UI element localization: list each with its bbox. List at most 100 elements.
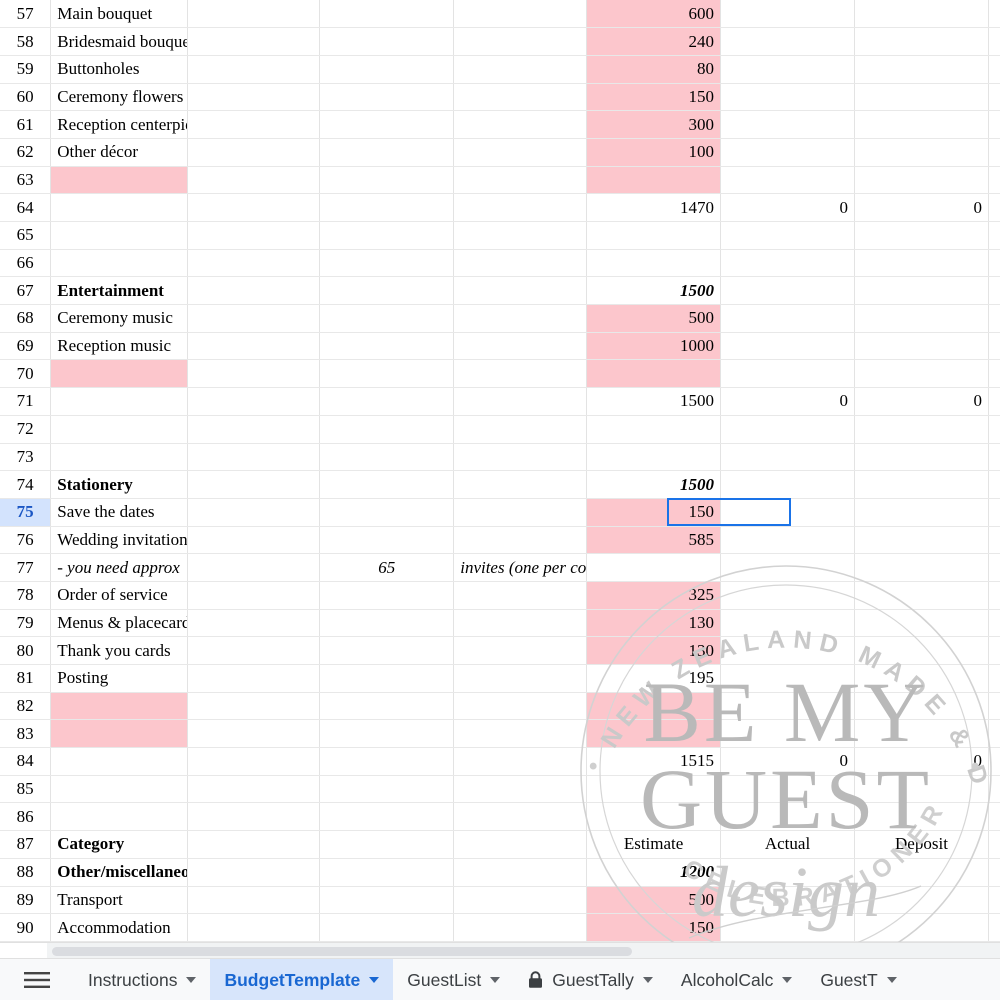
cell[interactable] bbox=[988, 886, 1000, 915]
cell[interactable] bbox=[453, 886, 588, 915]
cell[interactable]: Thank you cards bbox=[50, 636, 189, 665]
cell[interactable] bbox=[720, 609, 855, 638]
cell[interactable]: 1000 bbox=[586, 332, 722, 361]
cell[interactable] bbox=[720, 304, 855, 333]
cell[interactable] bbox=[854, 304, 989, 333]
cell[interactable]: Main bouquet bbox=[50, 0, 189, 29]
cell[interactable] bbox=[586, 249, 722, 278]
cell[interactable]: 150 bbox=[586, 83, 722, 112]
cell[interactable] bbox=[854, 553, 989, 582]
cell[interactable] bbox=[453, 498, 588, 527]
cell[interactable] bbox=[319, 802, 455, 832]
cell[interactable]: Other/miscellaneous bbox=[50, 858, 189, 887]
cell[interactable] bbox=[319, 387, 455, 416]
cell[interactable] bbox=[988, 193, 1000, 222]
cell[interactable] bbox=[720, 415, 855, 444]
cell[interactable]: 240 bbox=[586, 27, 722, 56]
cell[interactable] bbox=[319, 719, 455, 749]
cell[interactable] bbox=[319, 55, 455, 84]
cell[interactable] bbox=[720, 0, 855, 29]
row-header[interactable]: 87 bbox=[0, 830, 52, 859]
row-header[interactable]: 76 bbox=[0, 526, 52, 555]
cell[interactable] bbox=[453, 830, 588, 859]
row-header[interactable]: 72 bbox=[0, 415, 52, 444]
cell[interactable] bbox=[854, 332, 989, 361]
cell[interactable] bbox=[586, 221, 722, 250]
cell[interactable] bbox=[187, 221, 321, 250]
cell[interactable] bbox=[319, 110, 455, 139]
row-header[interactable]: 83 bbox=[0, 719, 52, 749]
cell[interactable]: Category bbox=[50, 830, 189, 859]
cell[interactable] bbox=[988, 387, 1000, 416]
cell[interactable] bbox=[453, 775, 588, 804]
row-header[interactable]: 67 bbox=[0, 276, 52, 306]
cell[interactable] bbox=[988, 775, 1000, 804]
cell[interactable]: 325 bbox=[586, 581, 722, 610]
cell[interactable] bbox=[854, 526, 989, 555]
cell[interactable]: Save the dates bbox=[50, 498, 189, 527]
cell[interactable] bbox=[854, 858, 989, 887]
cell[interactable] bbox=[854, 913, 989, 942]
cell[interactable] bbox=[187, 276, 321, 306]
cell[interactable] bbox=[319, 27, 455, 56]
cell[interactable] bbox=[187, 636, 321, 665]
sheet-tab-guesttally[interactable]: GuestTally bbox=[514, 959, 667, 1000]
cell[interactable]: Order of service bbox=[50, 581, 189, 610]
cell[interactable] bbox=[187, 387, 321, 416]
cell[interactable]: 150 bbox=[586, 913, 722, 942]
cell[interactable] bbox=[319, 636, 455, 665]
cell[interactable]: 130 bbox=[586, 636, 722, 665]
cell[interactable]: Ceremony flowers bbox=[50, 83, 189, 112]
cell[interactable]: 100 bbox=[586, 138, 722, 167]
row-header[interactable]: 85 bbox=[0, 775, 52, 804]
cell[interactable] bbox=[854, 359, 989, 389]
cell[interactable] bbox=[988, 664, 1000, 693]
cell[interactable] bbox=[586, 443, 722, 472]
cell[interactable] bbox=[319, 138, 455, 167]
cell[interactable]: 600 bbox=[586, 0, 722, 29]
cell[interactable] bbox=[453, 609, 588, 638]
cell[interactable] bbox=[988, 83, 1000, 112]
cell[interactable] bbox=[319, 470, 455, 499]
cell[interactable] bbox=[988, 332, 1000, 361]
cell[interactable] bbox=[854, 636, 989, 665]
cell[interactable] bbox=[187, 415, 321, 444]
row-header[interactable]: 80 bbox=[0, 636, 52, 665]
cell[interactable] bbox=[988, 276, 1000, 306]
cell[interactable] bbox=[586, 415, 722, 444]
cell[interactable] bbox=[854, 609, 989, 638]
cell[interactable]: 1500 bbox=[586, 470, 722, 499]
cell[interactable] bbox=[854, 138, 989, 167]
cell[interactable] bbox=[854, 221, 989, 250]
cell[interactable] bbox=[854, 886, 989, 915]
cell[interactable] bbox=[319, 276, 455, 306]
spreadsheet-grid[interactable]: 57 Main bouquet 600 58 Bridesmaid bouquet 240… bbox=[0, 0, 1000, 942]
row-header[interactable]: 63 bbox=[0, 166, 52, 195]
cell[interactable] bbox=[453, 83, 588, 112]
cell[interactable]: 1470 bbox=[586, 193, 722, 222]
cell[interactable] bbox=[453, 166, 588, 195]
cell[interactable] bbox=[187, 553, 321, 582]
cell[interactable] bbox=[453, 636, 588, 665]
cell[interactable] bbox=[187, 27, 321, 56]
cell[interactable] bbox=[319, 166, 455, 195]
cell[interactable]: 65 bbox=[319, 553, 455, 582]
cell[interactable] bbox=[988, 166, 1000, 195]
cell[interactable]: Wedding invitations bbox=[50, 526, 189, 555]
cell[interactable]: 130 bbox=[586, 609, 722, 638]
cell[interactable] bbox=[319, 0, 455, 29]
cell[interactable]: 1515 bbox=[586, 747, 722, 776]
cell[interactable] bbox=[854, 27, 989, 56]
cell[interactable]: Entertainment bbox=[50, 276, 189, 306]
cell[interactable] bbox=[988, 55, 1000, 84]
cell[interactable] bbox=[720, 858, 855, 887]
cell[interactable]: Transport bbox=[50, 886, 189, 915]
cell[interactable] bbox=[854, 110, 989, 139]
sheet-tab-guestt[interactable]: GuestT bbox=[806, 959, 910, 1000]
cell[interactable] bbox=[854, 581, 989, 610]
cell[interactable] bbox=[187, 775, 321, 804]
row-header[interactable]: 84 bbox=[0, 747, 52, 776]
cell[interactable]: 0 bbox=[854, 747, 989, 776]
cell[interactable]: Posting bbox=[50, 664, 189, 693]
cell[interactable] bbox=[50, 692, 189, 721]
